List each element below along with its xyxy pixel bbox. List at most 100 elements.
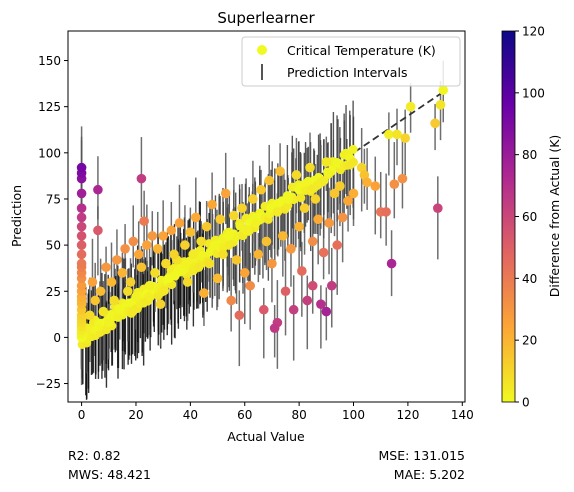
y-tick-label: 75	[46, 192, 61, 206]
data-point	[145, 292, 155, 302]
mws-stat: MWS: 48.421	[68, 467, 152, 482]
colorbar-ticks: 0 20 40 60 80 100 120	[515, 25, 545, 410]
data-point	[291, 170, 302, 180]
data-point	[242, 225, 253, 236]
data-point	[392, 129, 402, 140]
data-point	[283, 194, 294, 204]
data-point	[231, 255, 242, 265]
data-point	[307, 280, 318, 291]
data-point	[313, 214, 323, 225]
data-point	[180, 240, 190, 250]
y-tick-label: −25	[36, 377, 61, 391]
data-point	[101, 262, 111, 273]
data-point	[215, 214, 226, 225]
x-tick-label: 100	[342, 408, 365, 422]
legend-marker-points	[257, 45, 267, 55]
data-point	[76, 221, 87, 232]
y-tick-label: 125	[38, 100, 61, 114]
plot-frame	[67, 30, 466, 403]
data-point	[288, 304, 299, 315]
data-point	[370, 181, 381, 191]
y-tick-label: 50	[46, 239, 61, 253]
colorbar-tick-label: 20	[522, 334, 537, 348]
legend-label-intervals: Prediction Intervals	[287, 65, 407, 80]
colorbar-tick-label: 0	[522, 396, 530, 410]
data-point	[169, 249, 179, 260]
data-point	[210, 240, 220, 250]
data-point	[93, 184, 103, 195]
data-point	[95, 286, 106, 297]
data-point	[159, 286, 169, 296]
x-tick-label: 140	[451, 408, 474, 422]
data-point	[188, 249, 198, 260]
data-point	[310, 194, 321, 204]
data-point	[193, 262, 204, 273]
y-tick-label: 100	[38, 146, 61, 160]
data-point	[280, 286, 291, 297]
data-point	[174, 218, 185, 228]
data-point	[136, 262, 147, 273]
data-point	[307, 236, 318, 247]
colorbar-gradient	[501, 30, 516, 403]
data-point	[356, 162, 367, 173]
data-point	[182, 277, 193, 287]
data-point	[405, 101, 416, 112]
colorbar-label: Difference from Actual (K)	[547, 135, 562, 298]
data-point	[329, 188, 340, 199]
x-tick-label: 20	[128, 408, 143, 422]
data-point	[142, 240, 152, 250]
data-point	[435, 100, 446, 110]
x-axis-label: Actual Value	[227, 429, 305, 444]
colorbar: 0 20 40 60 80 100 120 Difference from Actual (…	[501, 25, 562, 410]
data-point	[131, 291, 141, 302]
data-point	[218, 249, 228, 260]
data-point	[152, 244, 163, 254]
data-point	[348, 188, 359, 199]
data-point	[76, 203, 87, 213]
data-point	[212, 273, 223, 284]
data-point	[296, 193, 306, 203]
data-point	[389, 179, 400, 189]
legend-frame	[241, 36, 461, 87]
x-tick-label: 0	[78, 408, 86, 422]
data-point	[103, 317, 114, 328]
data-point	[76, 162, 87, 173]
y-tick-label: 0	[53, 331, 61, 345]
data-point	[155, 299, 166, 309]
y-tick-label: 25	[46, 285, 61, 299]
data-point	[76, 249, 87, 260]
data-point	[316, 299, 326, 309]
data-point	[359, 170, 370, 180]
data-point	[166, 225, 177, 236]
mse-stat: MSE: 131.015	[378, 448, 466, 463]
colorbar-tick-label: 80	[522, 148, 537, 162]
data-point	[230, 232, 240, 242]
data-point	[191, 212, 201, 223]
data-point	[163, 273, 174, 284]
data-point	[321, 157, 332, 167]
data-point	[258, 304, 269, 315]
data-point	[297, 266, 307, 276]
data-point	[318, 247, 329, 258]
r2-stat: R2: 0.82	[68, 448, 121, 463]
data-point	[204, 258, 215, 269]
data-point	[349, 157, 359, 167]
data-point	[144, 280, 155, 291]
prediction-interval-bars	[80, 60, 444, 400]
data-point	[76, 231, 87, 241]
data-point	[128, 236, 139, 247]
data-point	[123, 286, 133, 297]
data-point	[269, 323, 280, 333]
data-point	[248, 194, 258, 204]
data-points	[76, 85, 449, 349]
x-tick-label: 80	[291, 408, 306, 422]
data-point	[245, 280, 255, 291]
data-point	[98, 306, 109, 317]
data-point	[348, 144, 358, 154]
data-point	[239, 267, 250, 278]
colorbar-tick-label: 120	[522, 25, 545, 39]
data-point	[286, 244, 296, 254]
data-point	[161, 258, 171, 269]
data-point	[84, 310, 95, 321]
data-point	[384, 129, 394, 140]
